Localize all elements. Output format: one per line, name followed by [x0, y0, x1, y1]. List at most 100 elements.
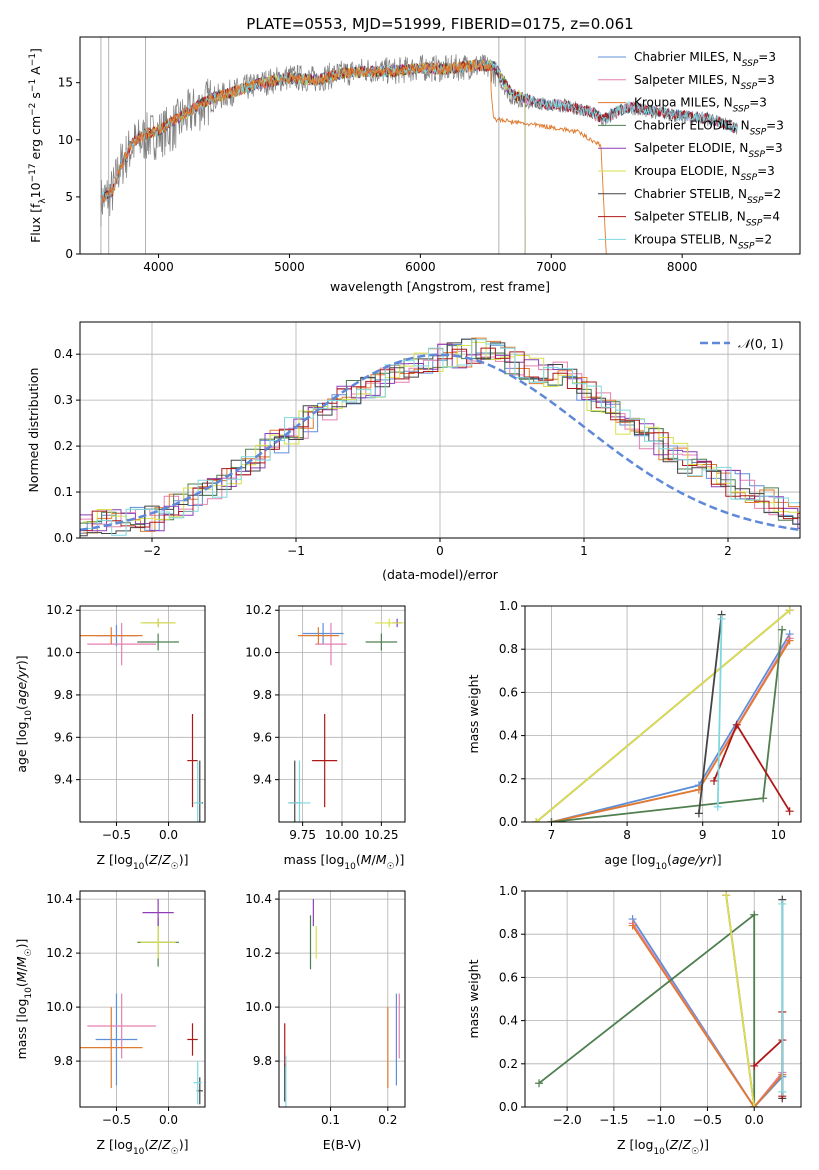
- weight-marker: [547, 818, 556, 822]
- label-part: −17: [28, 163, 38, 182]
- x-tick-label: 5000: [274, 260, 305, 274]
- x-tick-label: 0.1: [321, 1113, 340, 1127]
- residual-histogram-panel: −2 −1 0 1 2 0.0 0.1 0.2 0.3 0.4 (data-model)/error…: [26, 321, 801, 582]
- label-part: (: [667, 852, 672, 867]
- weight-marker: [535, 1079, 544, 1088]
- label-part: Kroupa MILES, N: [634, 96, 733, 110]
- x-tick-label: 7: [548, 828, 556, 842]
- label-part: SSP: [747, 196, 764, 206]
- age-vs-Z-panel: −0.5 0.09.49.69.810.010.2Z [log10(Z/Z☉)]a…: [14, 603, 206, 872]
- y-tick-label: 0.8: [499, 642, 518, 656]
- weight-line: [535, 609, 791, 822]
- label-part: (0, 1): [750, 336, 784, 351]
- label-part: A: [28, 66, 43, 79]
- weight-marker: [750, 910, 759, 919]
- x-tick-label: 0.0: [159, 828, 178, 842]
- axes-frame: [79, 605, 206, 823]
- label-part: (: [665, 1137, 670, 1152]
- label-part: /: [158, 852, 163, 867]
- y-tick-label: 10.2: [245, 603, 272, 617]
- y-tick-label: 9.4: [54, 773, 73, 787]
- y-tick-label: 10.4: [46, 892, 73, 906]
- label-part: ☉: [24, 948, 34, 956]
- legend-label: Salpeter STELIB, NSSP=4: [634, 210, 780, 229]
- label-part: SSP: [738, 241, 755, 251]
- label-part: Kroupa STELIB, N: [634, 232, 738, 246]
- x-tick-label: 0: [436, 544, 444, 558]
- label-part: SSP: [741, 82, 758, 92]
- label-part: (: [144, 852, 149, 867]
- label-part: (: [14, 705, 29, 710]
- label-part: 10: [344, 862, 356, 872]
- label-part: M: [14, 956, 29, 967]
- label-part: /: [158, 1137, 163, 1152]
- label-part: =3: [757, 73, 775, 87]
- label-part: λ: [38, 198, 48, 204]
- y-tick-label: 10.0: [245, 1000, 272, 1014]
- mass-vs-Z-panel: −0.5 0.09.810.010.210.4Z [log10(Z/Z☉)]mas…: [14, 890, 206, 1157]
- label-part: )]: [14, 655, 29, 665]
- y-tick-label: 10.2: [46, 946, 73, 960]
- label-part: 10: [133, 1147, 145, 1157]
- weight-marker: [778, 899, 787, 908]
- x-tick-label: 0.2: [378, 1113, 397, 1127]
- mass-weight-vs-age-panel: 7 8 9 10 0.0 0.2 0.4 0.6 0.8 1.0 mass weight age [l…: [466, 599, 802, 872]
- label-part: s: [28, 92, 43, 103]
- plot-area: [80, 618, 203, 822]
- axes-frame: [79, 36, 801, 255]
- legend-label: Chabrier ELODIE, NSSP=3: [634, 118, 784, 137]
- y-axis-label: age [log10(age/yr)]: [14, 655, 34, 772]
- y-tick-label: 0.0: [499, 1100, 518, 1114]
- x-tick-label: 9: [699, 828, 707, 842]
- y-tick-label: 1.0: [499, 599, 518, 613]
- x-tick-label: −1: [287, 544, 305, 558]
- y-tick-label: 0.4: [54, 347, 73, 361]
- label-part: ☉: [387, 862, 395, 872]
- label-part: )]: [699, 1137, 709, 1152]
- y-tick-label: 9.8: [54, 1054, 73, 1068]
- x-tick-label: 8: [623, 828, 631, 842]
- plot-area: [80, 899, 203, 1105]
- weight-line: [631, 918, 783, 1107]
- x-tick-label: 8000: [667, 260, 698, 274]
- y-tick-label: 0: [65, 247, 73, 261]
- label-part: =2: [764, 187, 782, 201]
- label-part: Salpeter STELIB, N: [634, 210, 746, 224]
- label-part: /: [678, 1137, 683, 1152]
- y-tick-label: 0.2: [499, 1057, 518, 1071]
- x-tick-label: 10.00: [325, 828, 359, 842]
- x-tick-label: −2.0: [553, 1113, 582, 1127]
- axes-frame: [524, 605, 802, 823]
- label-part: mass [log: [14, 999, 29, 1060]
- y-tick-label: 10.0: [46, 1000, 73, 1014]
- plot-area: [284, 899, 400, 1107]
- label-part: SSP: [746, 219, 763, 229]
- weight-marker: [628, 921, 637, 930]
- x-tick-label: −0.5: [102, 828, 131, 842]
- x-tick-label: 9.75: [289, 828, 316, 842]
- label-part: age [log: [14, 721, 29, 772]
- label-part: ☉: [171, 862, 179, 872]
- label-part: Z [log: [617, 1137, 653, 1152]
- weight-line: [551, 640, 791, 822]
- plot-area: [535, 891, 787, 1107]
- figure-title: PLATE=0553, MJD=51999, FIBERID=0175, z=0…: [246, 15, 633, 33]
- plot-area: [288, 618, 404, 822]
- weight-marker: [532, 818, 541, 822]
- label-part: 10: [133, 862, 145, 872]
- y-tick-label: 9.6: [253, 730, 272, 744]
- y-tick-label: 10.4: [245, 892, 272, 906]
- x-axis-label: (data-model)/error: [382, 567, 499, 582]
- weight-marker: [732, 720, 741, 729]
- weight-marker: [722, 891, 731, 900]
- model-spectrum: [100, 59, 607, 254]
- label-part: −2: [28, 103, 38, 116]
- y-tick-label: 15: [58, 76, 73, 90]
- label-part: Z [log: [96, 1137, 132, 1152]
- mass-vs-EBV-panel: 0.1 0.2 9.8 10.0 10.2 10.4 E(B-V): [245, 890, 406, 1152]
- label-part: Z: [682, 1137, 692, 1152]
- y-tick-label: 10.0: [245, 646, 272, 660]
- weight-marker: [750, 1103, 759, 1107]
